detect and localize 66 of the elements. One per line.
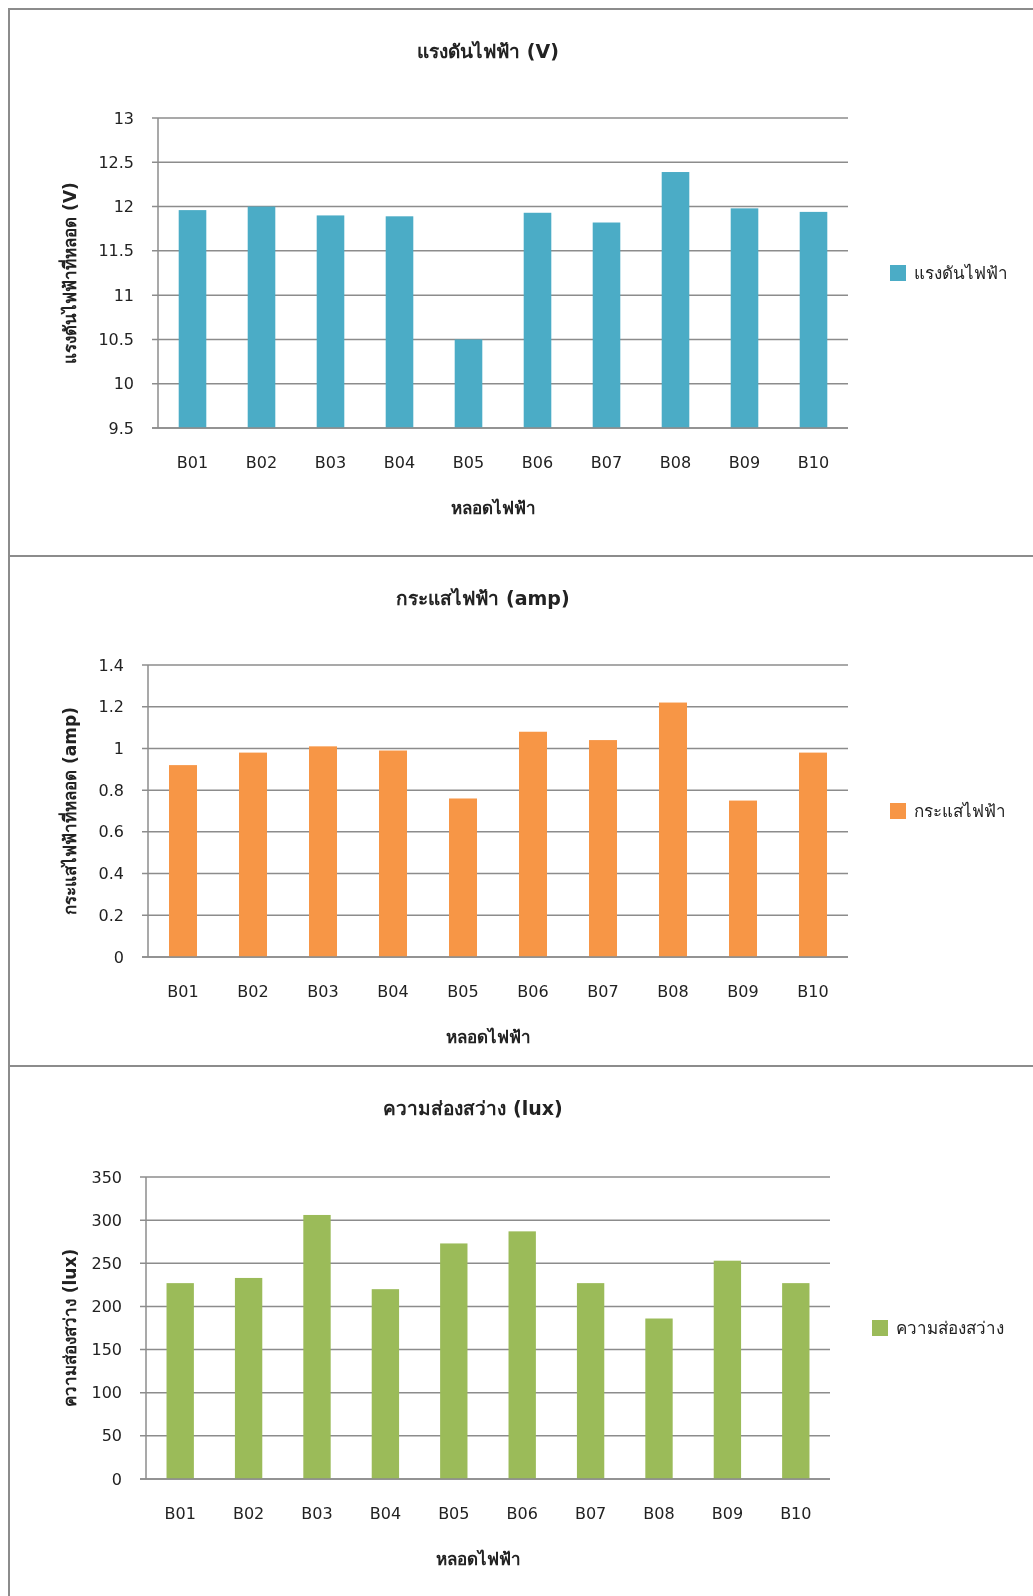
x-tick-label: B10 — [797, 453, 830, 472]
x-tick-label: B06 — [517, 982, 549, 1001]
legend-label: ความส่องสว่าง — [896, 1317, 1004, 1338]
x-tick-label: B10 — [780, 1504, 812, 1523]
x-tick-label: B04 — [377, 982, 409, 1001]
chart-title: กระแสไฟฟ้า (amp) — [396, 587, 570, 609]
y-axis-title: แรงดันไฟฟ้าที่หลอด (V) — [58, 182, 80, 364]
y-tick-label: 10.5 — [98, 330, 134, 350]
x-tick-label: B09 — [727, 982, 759, 1001]
legend-label: กระแสไฟฟ้า — [914, 800, 1006, 821]
y-axis-title: ความส่องสว่าง (lux) — [60, 1248, 80, 1408]
y-tick-label: 0.6 — [98, 822, 124, 842]
y-tick-label: 200 — [91, 1297, 122, 1317]
y-tick-label: 350 — [91, 1167, 122, 1187]
x-tick-label: B06 — [521, 453, 554, 472]
y-tick-label: 50 — [101, 1426, 122, 1446]
x-axis-title: หลอดไฟฟ้า — [435, 1549, 521, 1569]
x-tick-label: B06 — [506, 1504, 538, 1523]
x-tick-label: B03 — [301, 1504, 333, 1523]
y-tick-label: 10 — [113, 374, 134, 394]
y-tick-label: 100 — [91, 1383, 122, 1403]
x-tick-label: B04 — [369, 1504, 402, 1523]
chart-title: ความส่องสว่าง (lux) — [383, 1097, 563, 1119]
y-tick-label: 0 — [113, 947, 124, 967]
x-tick-label: B05 — [452, 453, 485, 472]
legend-label: แรงดันไฟฟ้า — [914, 262, 1008, 283]
x-tick-label: B02 — [232, 1504, 265, 1523]
y-tick-label: 11.5 — [98, 241, 134, 261]
y-tick-label: 250 — [91, 1253, 122, 1273]
y-tick-label: 12.5 — [98, 152, 134, 172]
x-tick-label: B07 — [574, 1504, 607, 1523]
x-tick-label: B03 — [314, 453, 347, 472]
y-axis-title: กระแสไฟฟ้าที่หลอด (amp) — [58, 707, 80, 915]
y-tick-label: 0.4 — [98, 864, 124, 884]
y-tick-label: 11 — [113, 285, 134, 305]
y-tick-label: 300 — [91, 1210, 122, 1230]
x-tick-label: B08 — [657, 982, 689, 1001]
y-tick-label: 0.8 — [98, 780, 124, 800]
x-axis-title: หลอดไฟฟ้า — [445, 1027, 531, 1047]
y-tick-label: 0.2 — [98, 905, 124, 925]
x-tick-label: B09 — [711, 1504, 744, 1523]
chart-title: แรงดันไฟฟ้า (V) — [417, 40, 559, 62]
x-axis-title: หลอดไฟฟ้า — [450, 498, 536, 518]
y-tick-label: 150 — [91, 1340, 122, 1360]
x-tick-label: B09 — [728, 453, 761, 472]
x-tick-label: B01 — [176, 453, 209, 472]
x-tick-label: B01 — [164, 1504, 196, 1523]
x-tick-label: B04 — [383, 453, 416, 472]
y-tick-label: 1.4 — [98, 655, 124, 675]
x-tick-label: B01 — [167, 982, 199, 1001]
x-tick-label: B10 — [797, 982, 829, 1001]
x-tick-label: B08 — [643, 1504, 675, 1523]
x-tick-label: B05 — [438, 1504, 470, 1523]
x-tick-label: B08 — [659, 453, 692, 472]
y-tick-label: 1.2 — [98, 697, 124, 717]
y-tick-label: 13 — [113, 108, 134, 128]
y-tick-label: 12 — [113, 197, 134, 217]
x-tick-label: B05 — [447, 982, 479, 1001]
x-tick-label: B02 — [245, 453, 278, 472]
y-tick-label: 9.5 — [108, 418, 134, 438]
x-tick-label: B07 — [587, 982, 619, 1001]
x-tick-label: B03 — [307, 982, 339, 1001]
y-tick-label: 0 — [111, 1469, 122, 1489]
y-tick-label: 1 — [113, 739, 124, 759]
x-tick-label: B07 — [590, 453, 623, 472]
x-tick-label: B02 — [237, 982, 269, 1001]
